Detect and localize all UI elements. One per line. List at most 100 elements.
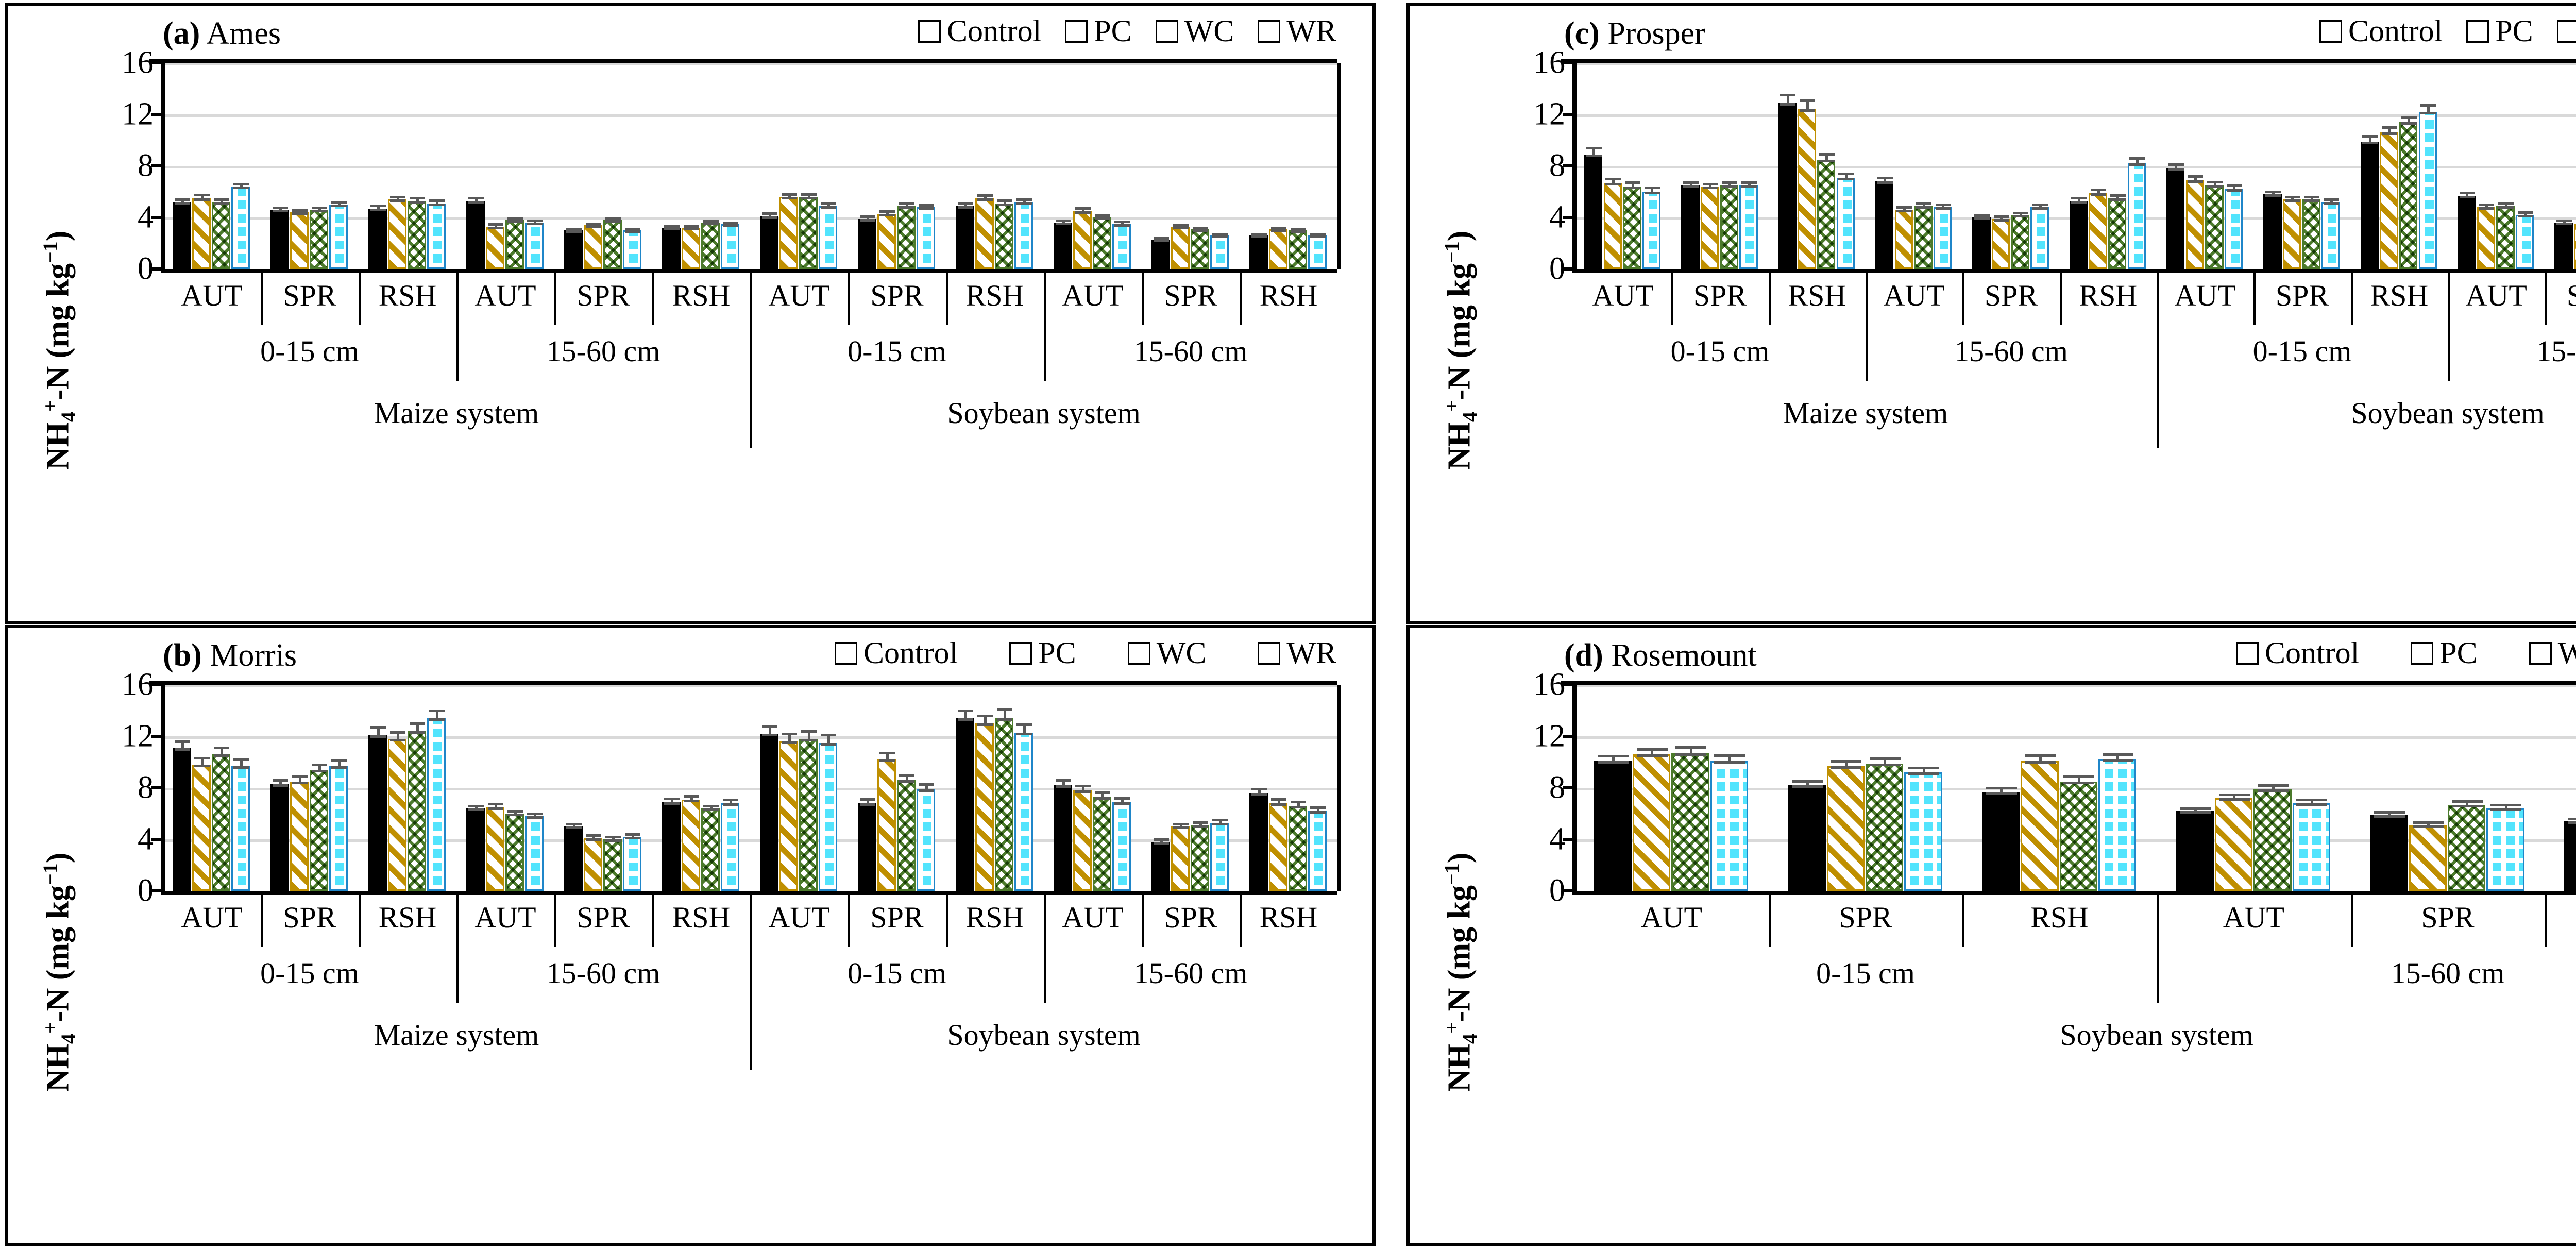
legend-item-wc[interactable]: WC bbox=[2529, 635, 2576, 671]
bar-a-0-wc[interactable] bbox=[212, 202, 230, 269]
bar-c-4-wr[interactable] bbox=[2030, 207, 2049, 269]
bar-c-10-pc[interactable] bbox=[2573, 224, 2576, 269]
legend-item-wc[interactable]: WC bbox=[1155, 13, 1234, 49]
bar-a-5-pc[interactable] bbox=[682, 228, 700, 269]
bar-b-3-wr[interactable] bbox=[525, 816, 544, 891]
bar-a-3-wc[interactable] bbox=[505, 220, 524, 269]
bar-a-8-ctrl[interactable] bbox=[956, 206, 974, 269]
bar-a-4-wc[interactable] bbox=[603, 220, 622, 269]
legend-item-wc[interactable]: WC bbox=[2556, 13, 2576, 49]
bar-d-3-pc[interactable] bbox=[2215, 798, 2253, 891]
bar-a-8-wc[interactable] bbox=[995, 203, 1013, 269]
bar-c-3-pc[interactable] bbox=[1894, 210, 1913, 269]
bar-c-2-wc[interactable] bbox=[1817, 159, 1836, 269]
bar-b-9-ctrl[interactable] bbox=[1054, 785, 1072, 891]
bar-c-0-ctrl[interactable] bbox=[1584, 154, 1603, 269]
bar-b-0-wc[interactable] bbox=[212, 754, 230, 891]
bar-a-5-ctrl[interactable] bbox=[662, 228, 681, 269]
bar-b-9-wr[interactable] bbox=[1112, 802, 1131, 891]
bar-c-0-wr[interactable] bbox=[1642, 192, 1661, 269]
bar-c-2-ctrl[interactable] bbox=[1778, 103, 1797, 269]
bar-d-4-wr[interactable] bbox=[2486, 808, 2524, 891]
bar-a-4-ctrl[interactable] bbox=[564, 230, 583, 269]
bar-b-1-wc[interactable] bbox=[310, 770, 328, 891]
bar-d-0-ctrl[interactable] bbox=[1594, 761, 1632, 891]
bar-c-0-pc[interactable] bbox=[1603, 182, 1622, 269]
bar-b-7-wr[interactable] bbox=[917, 789, 935, 891]
bar-a-6-wr[interactable] bbox=[819, 206, 837, 269]
bar-d-2-wc[interactable] bbox=[2059, 781, 2097, 891]
bar-d-0-wc[interactable] bbox=[1671, 753, 1709, 891]
bar-b-2-wr[interactable] bbox=[427, 718, 446, 891]
bar-a-9-ctrl[interactable] bbox=[1054, 223, 1072, 269]
bar-b-1-ctrl[interactable] bbox=[270, 784, 289, 891]
bar-c-9-pc[interactable] bbox=[2477, 207, 2496, 269]
bar-b-9-wc[interactable] bbox=[1093, 797, 1111, 891]
bar-b-7-pc[interactable] bbox=[877, 759, 896, 891]
bar-c-9-wr[interactable] bbox=[2515, 215, 2534, 269]
bar-b-1-wr[interactable] bbox=[329, 766, 348, 891]
bar-a-1-wc[interactable] bbox=[310, 210, 328, 269]
bar-c-4-wc[interactable] bbox=[2011, 215, 2030, 269]
bar-b-3-ctrl[interactable] bbox=[466, 808, 485, 891]
bar-a-7-ctrl[interactable] bbox=[858, 218, 876, 269]
bar-d-1-pc[interactable] bbox=[1826, 766, 1865, 891]
bar-b-7-ctrl[interactable] bbox=[858, 803, 876, 891]
bar-b-5-pc[interactable] bbox=[682, 799, 700, 891]
bar-b-3-wc[interactable] bbox=[505, 814, 524, 891]
bar-a-9-wr[interactable] bbox=[1112, 224, 1131, 269]
bar-a-8-pc[interactable] bbox=[975, 198, 994, 269]
bar-d-3-wr[interactable] bbox=[2292, 803, 2330, 891]
bar-b-2-pc[interactable] bbox=[388, 739, 406, 891]
bar-c-3-wc[interactable] bbox=[1914, 206, 1933, 269]
bar-b-10-wc[interactable] bbox=[1191, 825, 1209, 891]
bar-a-11-ctrl[interactable] bbox=[1249, 235, 1268, 269]
bar-b-0-wr[interactable] bbox=[231, 766, 250, 891]
bar-b-7-wc[interactable] bbox=[897, 780, 916, 891]
bar-a-9-wc[interactable] bbox=[1093, 217, 1111, 269]
bar-c-7-wc[interactable] bbox=[2302, 199, 2321, 269]
bar-c-8-wc[interactable] bbox=[2399, 122, 2418, 269]
bar-a-11-wc[interactable] bbox=[1289, 230, 1307, 269]
bar-d-3-ctrl[interactable] bbox=[2176, 811, 2214, 891]
legend-item-control[interactable]: Control bbox=[834, 635, 958, 671]
bar-c-8-ctrl[interactable] bbox=[2360, 141, 2379, 269]
bar-c-5-wr[interactable] bbox=[2127, 163, 2146, 269]
bar-b-8-wr[interactable] bbox=[1014, 732, 1033, 891]
bar-b-4-wc[interactable] bbox=[603, 839, 622, 891]
bar-d-3-wc[interactable] bbox=[2253, 789, 2292, 891]
bar-d-1-ctrl[interactable] bbox=[1788, 785, 1826, 891]
bar-a-3-ctrl[interactable] bbox=[466, 200, 485, 269]
bar-b-2-wc[interactable] bbox=[408, 731, 426, 891]
bar-d-5-ctrl[interactable] bbox=[2564, 821, 2576, 891]
bar-a-10-wc[interactable] bbox=[1191, 229, 1209, 269]
bar-b-6-pc[interactable] bbox=[779, 741, 798, 891]
bar-d-2-wr[interactable] bbox=[2098, 759, 2137, 891]
bar-a-0-ctrl[interactable] bbox=[173, 202, 191, 269]
bar-b-3-pc[interactable] bbox=[486, 807, 504, 891]
bar-d-4-pc[interactable] bbox=[2409, 825, 2447, 891]
bar-c-1-wc[interactable] bbox=[1720, 185, 1739, 269]
bar-b-4-wr[interactable] bbox=[623, 837, 641, 891]
bar-a-11-wr[interactable] bbox=[1308, 235, 1327, 269]
bar-c-7-pc[interactable] bbox=[2282, 199, 2301, 269]
bar-a-1-wr[interactable] bbox=[329, 205, 348, 269]
bar-a-3-pc[interactable] bbox=[486, 226, 504, 269]
bar-c-6-ctrl[interactable] bbox=[2166, 168, 2185, 269]
bar-c-10-ctrl[interactable] bbox=[2554, 223, 2573, 269]
bar-a-5-wc[interactable] bbox=[701, 223, 720, 269]
bar-b-5-wr[interactable] bbox=[721, 803, 739, 891]
bar-c-5-pc[interactable] bbox=[2089, 193, 2107, 269]
bar-b-2-ctrl[interactable] bbox=[368, 735, 387, 891]
bar-c-0-wc[interactable] bbox=[1623, 187, 1641, 269]
bar-b-8-ctrl[interactable] bbox=[956, 718, 974, 891]
bar-a-4-wr[interactable] bbox=[623, 230, 641, 269]
bar-b-0-pc[interactable] bbox=[192, 765, 211, 891]
bar-b-4-ctrl[interactable] bbox=[564, 826, 583, 891]
bar-a-9-pc[interactable] bbox=[1073, 211, 1092, 269]
bar-a-0-pc[interactable] bbox=[192, 198, 211, 269]
bar-a-6-ctrl[interactable] bbox=[760, 216, 778, 269]
bar-b-11-ctrl[interactable] bbox=[1249, 793, 1268, 891]
bar-c-2-wr[interactable] bbox=[1836, 177, 1855, 269]
bar-a-2-ctrl[interactable] bbox=[368, 208, 387, 269]
